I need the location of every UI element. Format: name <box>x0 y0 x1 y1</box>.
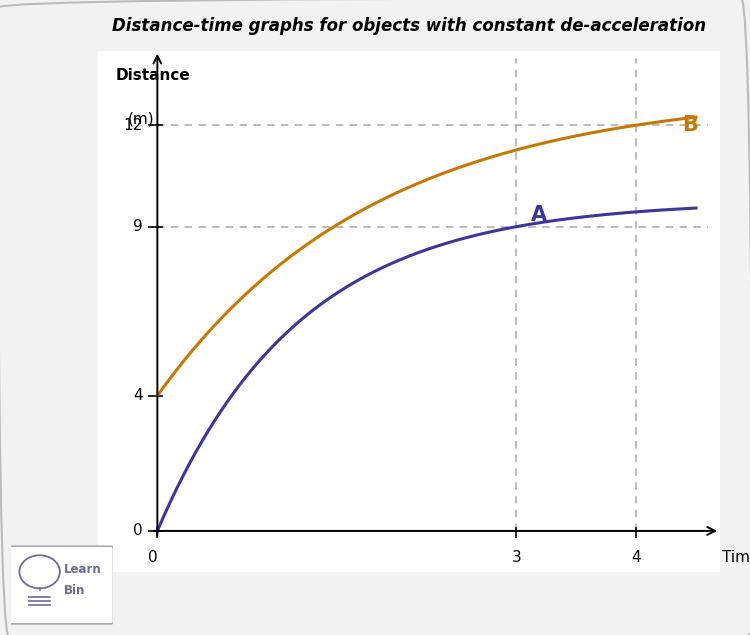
Title: Distance-time graphs for objects with constant de-acceleration: Distance-time graphs for objects with co… <box>112 17 706 36</box>
Text: (m): (m) <box>128 112 154 126</box>
Text: 12: 12 <box>124 117 143 133</box>
Text: 9: 9 <box>134 219 143 234</box>
Text: 4: 4 <box>134 388 143 403</box>
Text: Bin: Bin <box>64 584 86 598</box>
Text: Learn: Learn <box>64 563 102 576</box>
Text: 0: 0 <box>134 523 143 538</box>
Text: 4: 4 <box>632 549 641 565</box>
Text: Time (s): Time (s) <box>722 549 750 565</box>
FancyBboxPatch shape <box>8 546 113 624</box>
Text: 0: 0 <box>148 549 158 565</box>
Text: Distance: Distance <box>116 68 190 83</box>
Text: B: B <box>682 115 698 135</box>
Text: A: A <box>531 205 547 225</box>
Text: 3: 3 <box>512 549 521 565</box>
